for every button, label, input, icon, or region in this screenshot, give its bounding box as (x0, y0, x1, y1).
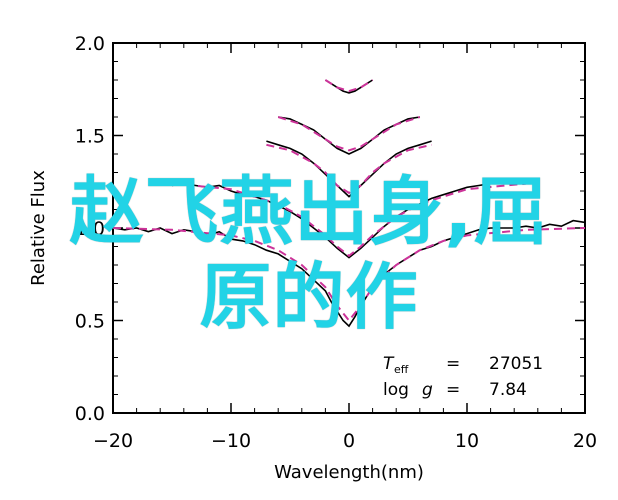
teff-label: T (383, 354, 395, 374)
observed-spectrum-line-2 (266, 140, 432, 198)
axis-tick-labels: −20 −10 0 10 20 0.0 0.5 1.0 1.5 2.0 (75, 33, 597, 452)
series-layer (112, 79, 586, 328)
teff-equals: = (446, 354, 460, 374)
y-tick-label: 0.5 (75, 311, 105, 333)
logg-g: g (422, 380, 433, 400)
y-tick-label: 0.0 (75, 403, 105, 425)
y-tick-label: 2.0 (75, 33, 105, 55)
logg-equals: = (446, 380, 460, 400)
x-tick-label: 0 (343, 430, 355, 452)
x-tick-label: −20 (93, 430, 133, 452)
x-tick-label: 10 (455, 430, 479, 452)
observed-spectrum-line-0 (112, 219, 586, 328)
model-fit-line-0 (112, 227, 586, 323)
annotation-logg: log g = 7.84 (383, 380, 527, 400)
logg-value: 7.84 (489, 380, 527, 400)
axis-ticks (112, 42, 586, 414)
x-tick-label: 20 (573, 430, 597, 452)
teff-value: 27051 (489, 354, 543, 374)
annotation-teff: T eff = 27051 (383, 354, 543, 376)
y-tick-label: 1.0 (75, 218, 105, 240)
overlay-text-line-2: 原的作 (199, 255, 419, 339)
teff-subscript: eff (394, 363, 409, 376)
model-fit-line-4 (324, 79, 374, 93)
y-tick-label: 1.5 (75, 126, 105, 148)
observed-spectrum-line-1 (171, 179, 527, 259)
logg-label: log (383, 380, 409, 400)
model-fit-line-2 (266, 143, 432, 195)
overlay-text-line-1: 赵飞燕出身,屈 (69, 169, 549, 255)
model-fit-line-3 (277, 116, 421, 152)
x-tick-label: −10 (211, 430, 251, 452)
observed-spectrum-line-3 (278, 116, 420, 155)
model-fit-line-1 (171, 182, 527, 258)
x-axis-label: Wavelength(nm) (274, 462, 424, 483)
y-axis-label: Relative Flux (28, 170, 49, 286)
